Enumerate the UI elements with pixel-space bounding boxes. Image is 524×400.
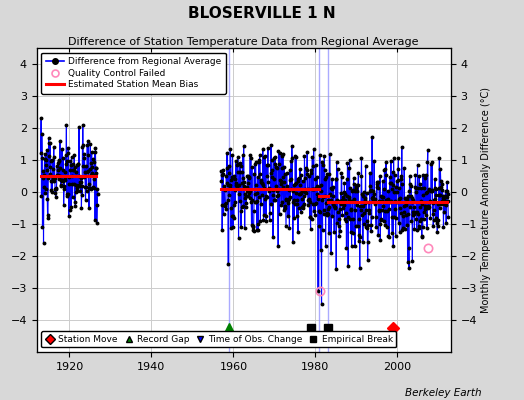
Text: BLOSERVILLE 1 N: BLOSERVILLE 1 N (188, 6, 336, 21)
Title: Difference of Station Temperature Data from Regional Average: Difference of Station Temperature Data f… (69, 37, 419, 47)
Text: Berkeley Earth: Berkeley Earth (406, 388, 482, 398)
Legend: Station Move, Record Gap, Time of Obs. Change, Empirical Break: Station Move, Record Gap, Time of Obs. C… (41, 331, 396, 348)
Y-axis label: Monthly Temperature Anomaly Difference (°C): Monthly Temperature Anomaly Difference (… (481, 87, 491, 313)
